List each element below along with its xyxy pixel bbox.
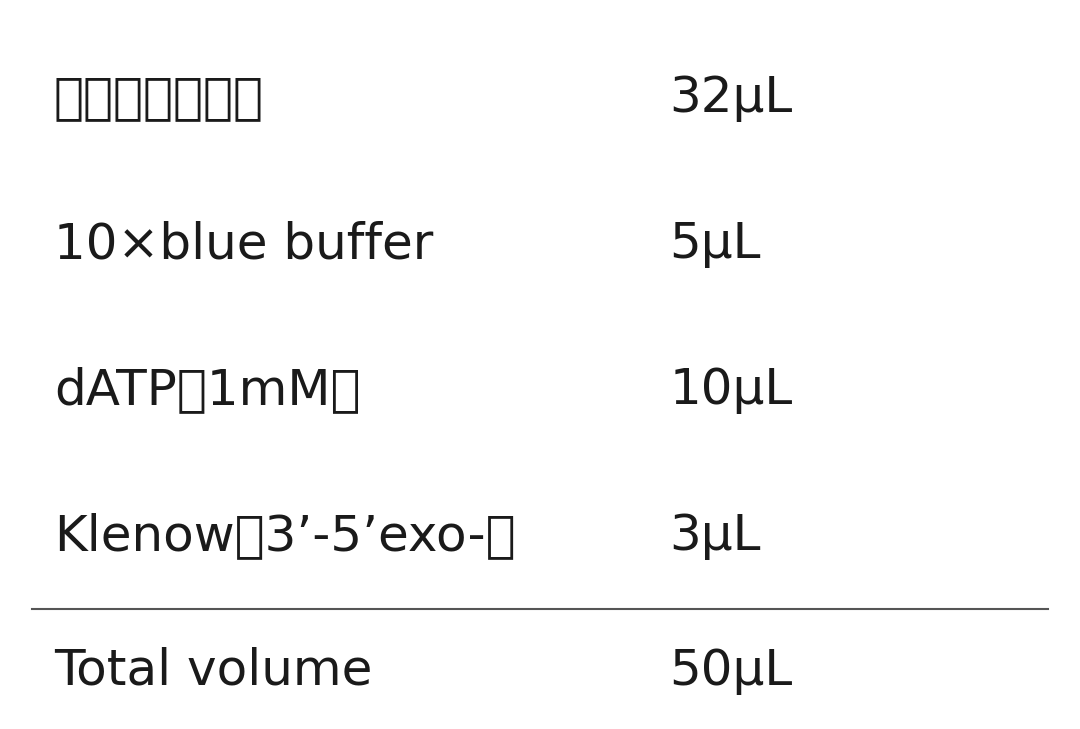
Text: 3μL: 3μL <box>670 512 761 560</box>
Text: 10×blue buffer: 10×blue buffer <box>54 220 433 268</box>
Text: 10μL: 10μL <box>670 366 793 414</box>
Text: 50μL: 50μL <box>670 647 793 695</box>
Text: Total volume: Total volume <box>54 647 373 695</box>
Text: 来自上一步样品: 来自上一步样品 <box>54 74 264 122</box>
Text: Klenow（3’-5’exo-）: Klenow（3’-5’exo-） <box>54 512 515 560</box>
Text: 5μL: 5μL <box>670 220 761 268</box>
Text: 32μL: 32μL <box>670 74 793 122</box>
Text: dATP（1mM）: dATP（1mM） <box>54 366 361 414</box>
